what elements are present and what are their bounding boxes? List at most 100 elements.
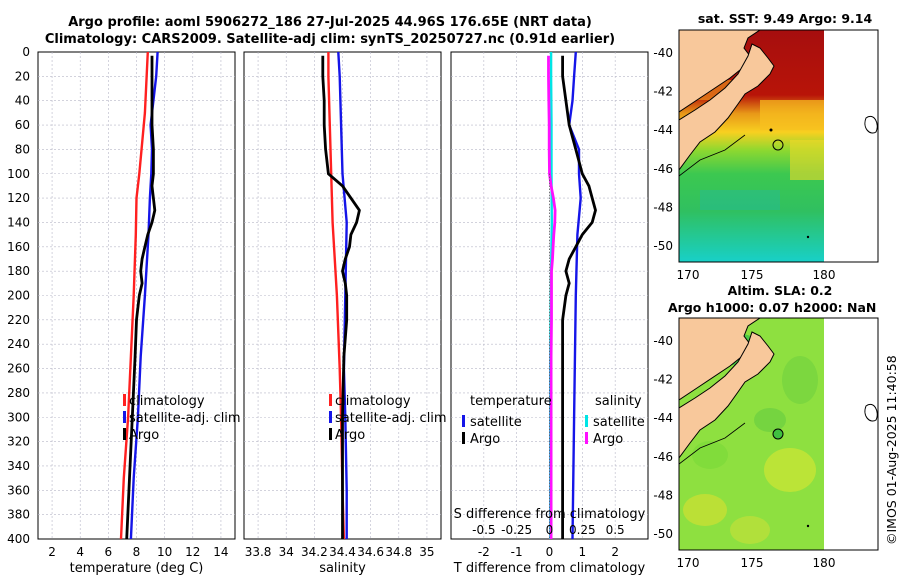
x2-tick-label: -0.25 [501, 523, 532, 537]
map-x-tick: 170 [677, 268, 700, 282]
legend-label: climatology [335, 394, 411, 409]
legend-swatch [329, 411, 332, 423]
legend-swatch [585, 432, 588, 444]
map-y-tick: -46 [653, 450, 673, 464]
x-tick-label: 2 [611, 545, 619, 559]
map-y-tick: -42 [653, 85, 673, 99]
map-x-tick: 180 [813, 556, 836, 570]
map-x-tick: 180 [813, 268, 836, 282]
map-y-tick: -40 [653, 334, 673, 348]
map-y-tick: -46 [653, 162, 673, 176]
map-y-tick: -42 [653, 373, 673, 387]
y-tick-label: 240 [7, 337, 30, 351]
sst-map [678, 29, 879, 263]
x-tick-label: 12 [185, 545, 200, 559]
map-y-tick: -50 [653, 527, 673, 541]
sla-map-title-1: Altim. SLA: 0.2 [727, 283, 833, 298]
y-tick-label: 20 [15, 69, 30, 83]
legend-label: satellite [470, 415, 522, 430]
legend-swatch [329, 428, 332, 440]
y-tick-label: 360 [7, 483, 30, 497]
map-x-tick: 175 [741, 268, 764, 282]
legend-swatch [462, 432, 465, 444]
x-tick-label: 4 [76, 545, 84, 559]
series-s-argo [547, 55, 557, 539]
y-tick-label: 340 [7, 459, 30, 473]
map-y-tick: -48 [653, 200, 673, 214]
legend-swatch [585, 415, 588, 427]
map-y-tick: -50 [653, 239, 673, 253]
x-tick-label: 34.4 [329, 545, 356, 559]
y-tick-label: 120 [7, 191, 30, 205]
y-tick-label: 380 [7, 508, 30, 522]
series-argo [125, 55, 157, 540]
legend-label: Argo [470, 432, 500, 447]
x-tick-label: -1 [511, 545, 523, 559]
sla-map [678, 317, 879, 551]
y-tick-label: 60 [15, 118, 30, 132]
y-tick-label: 300 [7, 410, 30, 424]
y-tick-label: 200 [7, 289, 30, 303]
y-tick-label: 160 [7, 240, 30, 254]
legend-swatch [329, 394, 332, 406]
legend-label: Argo [129, 428, 159, 443]
x-axis-label: salinity [319, 561, 366, 576]
legend-label: Argo [593, 432, 623, 447]
legend-swatch [123, 411, 126, 423]
map-y-tick: -40 [653, 46, 673, 60]
legend-label: climatology [129, 394, 205, 409]
y-tick-label: 180 [7, 264, 30, 278]
x2-axis-label: S difference from climatology [454, 507, 646, 522]
x-tick-label: -2 [478, 545, 490, 559]
y-tick-label: 280 [7, 386, 30, 400]
x2-tick-label: 0.25 [569, 523, 596, 537]
x-tick-label: 34.2 [301, 545, 328, 559]
map-x-tick: 170 [677, 556, 700, 570]
y-tick-label: 80 [15, 142, 30, 156]
legend-heading-salinity: salinity [595, 394, 642, 409]
x-tick-label: 10 [157, 545, 172, 559]
y-tick-label: 40 [15, 94, 30, 108]
x2-tick-label: 0 [546, 523, 554, 537]
y-tick-label: 0 [22, 45, 30, 59]
x-tick-label: 14 [213, 545, 228, 559]
legend-label: satellite [593, 415, 645, 430]
x-tick-label: 33.8 [245, 545, 272, 559]
title-line-2: Climatology: CARS2009. Satellite-adj cli… [44, 32, 616, 47]
y-tick-label: 260 [7, 362, 30, 376]
legend-swatch [123, 394, 126, 406]
x-axis-label: temperature (deg C) [70, 561, 204, 576]
x-tick-label: 8 [133, 545, 141, 559]
x-tick-label: 0 [546, 545, 554, 559]
legend-swatch [123, 428, 126, 440]
map-y-tick: -44 [653, 411, 673, 425]
y-tick-label: 140 [7, 215, 30, 229]
x-tick-label: 1 [579, 545, 587, 559]
y-tick-label: 220 [7, 313, 30, 327]
x-tick-label: 34.6 [357, 545, 384, 559]
legend-swatch [462, 415, 465, 427]
series-t-satellite [568, 51, 582, 540]
y-tick-label: 320 [7, 435, 30, 449]
y-tick-label: 100 [7, 167, 30, 181]
map-x-tick: 175 [741, 556, 764, 570]
series-climatology [119, 51, 149, 540]
legend-label: satellite-adj. clim [335, 411, 447, 426]
legend-label: Argo [335, 428, 365, 443]
x-tick-label: 2 [48, 545, 56, 559]
x2-tick-label: 0.5 [606, 523, 625, 537]
x-axis-label: T difference from climatology [453, 561, 646, 576]
sst-map-title: sat. SST: 9.49 Argo: 9.14 [697, 11, 873, 26]
x2-tick-label: -0.5 [472, 523, 495, 537]
map-y-tick: -44 [653, 123, 673, 137]
y-tick-label: 400 [7, 532, 30, 546]
map-y-tick: -48 [653, 488, 673, 502]
title-line-1: Argo profile: aoml 5906272_186 27-Jul-20… [68, 15, 592, 30]
x-tick-label: 35 [419, 545, 434, 559]
series-t-argo [561, 55, 597, 539]
series-argo [321, 55, 361, 539]
x-tick-label: 34.8 [385, 545, 412, 559]
x-tick-label: 34 [279, 545, 294, 559]
legend-label: satellite-adj. clim [129, 411, 241, 426]
